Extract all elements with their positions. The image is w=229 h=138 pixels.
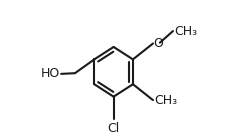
Text: Cl: Cl [107, 122, 119, 135]
Text: CH₃: CH₃ [173, 25, 196, 38]
Text: HO: HO [41, 67, 60, 80]
Text: CH₃: CH₃ [153, 94, 176, 107]
Text: O: O [153, 37, 163, 50]
